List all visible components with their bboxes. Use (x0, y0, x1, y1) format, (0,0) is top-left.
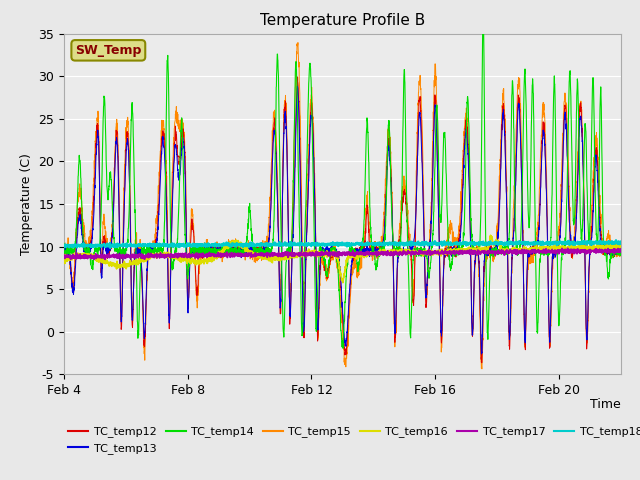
Title: Temperature Profile B: Temperature Profile B (260, 13, 425, 28)
Text: Time: Time (590, 398, 621, 411)
Text: SW_Temp: SW_Temp (75, 44, 141, 57)
Legend: TC_temp12, TC_temp13, TC_temp14, TC_temp15, TC_temp16, TC_temp17, TC_temp18: TC_temp12, TC_temp13, TC_temp14, TC_temp… (64, 422, 640, 458)
Y-axis label: Temperature (C): Temperature (C) (20, 153, 33, 255)
